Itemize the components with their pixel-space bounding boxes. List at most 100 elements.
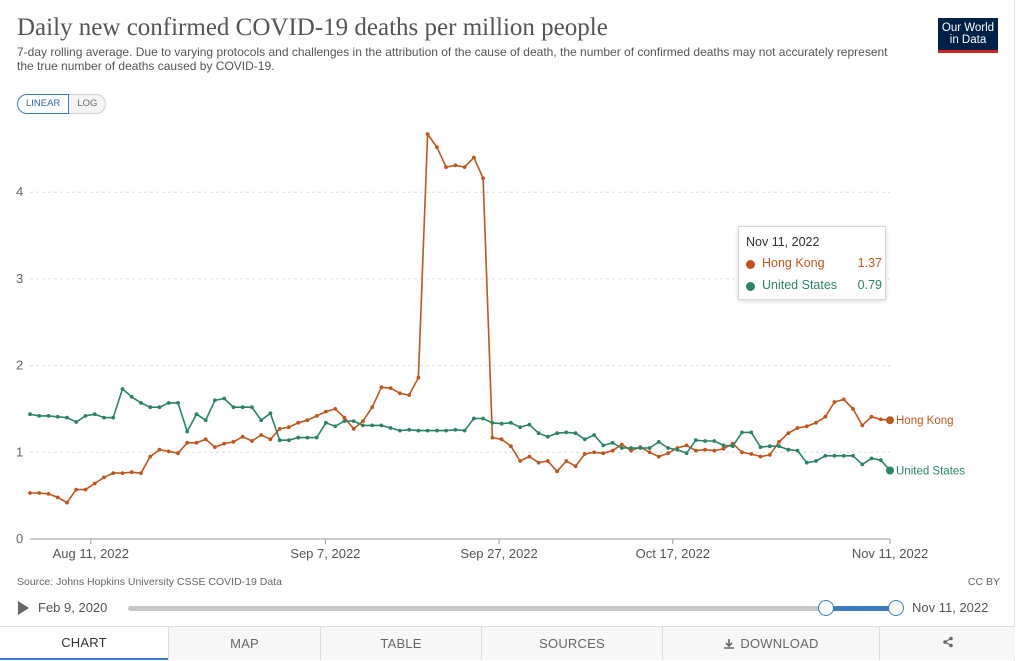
united-states-point bbox=[361, 423, 365, 428]
x-tick-label: Oct 17, 2022 bbox=[636, 546, 710, 561]
tab-table[interactable]: TABLE bbox=[320, 627, 481, 660]
united-states-point bbox=[638, 446, 643, 450]
united-states-point bbox=[499, 421, 504, 426]
united-states-point bbox=[823, 453, 828, 458]
timeline-end-handle[interactable] bbox=[888, 600, 904, 616]
united-states-point bbox=[55, 414, 60, 419]
united-states-point bbox=[564, 430, 569, 435]
hong-kong-point bbox=[878, 417, 883, 422]
play-icon[interactable] bbox=[18, 601, 29, 615]
united-states-end-label: United States bbox=[896, 466, 965, 478]
hong-kong-point bbox=[582, 452, 587, 456]
timeline: Feb 9, 2020 Nov 11, 2022 bbox=[0, 598, 1015, 620]
hong-kong-point bbox=[573, 464, 578, 469]
hong-kong-point bbox=[592, 450, 596, 455]
hong-kong-point bbox=[804, 424, 809, 429]
tab-chart[interactable]: CHART bbox=[0, 627, 168, 660]
log-scale-button[interactable]: LOG bbox=[69, 94, 107, 114]
hong-kong-point bbox=[176, 451, 180, 456]
united-states-point bbox=[203, 418, 208, 423]
hong-kong-point bbox=[379, 385, 384, 390]
united-states-point bbox=[675, 447, 680, 452]
united-states-point bbox=[416, 428, 421, 433]
united-states-point bbox=[481, 416, 485, 421]
hong-kong-point bbox=[869, 414, 874, 419]
hong-kong-point bbox=[222, 441, 227, 446]
hong-kong-point bbox=[314, 414, 319, 418]
hong-kong-point bbox=[398, 391, 402, 396]
united-states-point bbox=[277, 438, 282, 443]
hong-kong-point bbox=[518, 459, 522, 463]
hong-kong-point bbox=[666, 451, 670, 456]
united-states-point bbox=[240, 405, 245, 410]
united-states-point bbox=[65, 415, 69, 420]
tab-download[interactable]: DOWNLOAD bbox=[662, 627, 879, 660]
hong-kong-point bbox=[361, 419, 365, 423]
x-tick-label: Sep 27, 2022 bbox=[460, 546, 537, 561]
source-note[interactable]: Source: Johns Hopkins University CSSE CO… bbox=[17, 576, 282, 588]
united-states-point bbox=[647, 446, 652, 450]
united-states-point bbox=[721, 443, 726, 448]
united-states-point bbox=[148, 405, 153, 410]
hong-kong-point bbox=[37, 491, 42, 495]
united-states-point bbox=[102, 415, 106, 420]
scale-toggle: LINEAR LOG bbox=[17, 94, 107, 114]
hong-kong-point bbox=[425, 132, 430, 136]
linear-scale-button[interactable]: LINEAR bbox=[17, 94, 70, 114]
united-states-point bbox=[92, 412, 97, 417]
license-link[interactable]: CC BY bbox=[967, 576, 1000, 588]
tooltip-series-name: Hong Kong bbox=[762, 256, 825, 270]
united-states-point bbox=[740, 430, 744, 435]
united-states-point bbox=[777, 444, 781, 449]
hong-kong-line[interactable] bbox=[30, 131, 891, 504]
united-states-point bbox=[268, 411, 273, 416]
hong-kong-point bbox=[656, 454, 661, 459]
tooltip-series-value: 1.37 bbox=[857, 256, 882, 270]
hong-kong-point bbox=[287, 425, 291, 430]
united-states-point bbox=[333, 424, 338, 429]
hong-kong-point bbox=[860, 423, 865, 428]
hong-kong-point bbox=[407, 393, 411, 397]
united-states-point bbox=[398, 428, 402, 433]
hong-kong-point bbox=[555, 469, 559, 474]
timeline-track[interactable] bbox=[128, 606, 896, 611]
hong-kong-point bbox=[185, 440, 190, 445]
hong-kong-point bbox=[203, 437, 208, 442]
timeline-start-label: Feb 9, 2020 bbox=[38, 600, 108, 615]
line-chart[interactable]: 0 1 2 3 4 Aug 11, 2022 Sep 7, 2022 Sep 27, 2022… bbox=[0, 115, 1015, 570]
y-tick-label: 3 bbox=[16, 271, 23, 286]
owid-logo[interactable]: Our World in Data bbox=[938, 18, 998, 53]
united-states-point bbox=[370, 423, 375, 428]
hong-kong-point bbox=[499, 437, 504, 442]
tab-map[interactable]: MAP bbox=[168, 627, 320, 660]
hong-kong-point bbox=[240, 434, 245, 439]
united-states-point bbox=[795, 448, 800, 453]
hong-kong-point bbox=[814, 420, 818, 425]
united-states-point bbox=[490, 420, 495, 425]
hong-kong-point bbox=[92, 481, 97, 486]
hong-kong-point bbox=[564, 459, 569, 463]
tooltip-series-value: 0.79 bbox=[857, 278, 882, 292]
hong-kong-point bbox=[610, 448, 615, 453]
hong-kong-point bbox=[333, 407, 338, 411]
tab-share[interactable] bbox=[879, 627, 1015, 660]
hong-kong-point bbox=[629, 448, 633, 453]
hong-kong-point bbox=[388, 386, 393, 390]
hong-kong-point bbox=[712, 448, 717, 453]
united-states-point bbox=[250, 405, 254, 410]
logo-line-2: in Data bbox=[949, 34, 987, 46]
united-states-point bbox=[601, 443, 606, 448]
download-icon bbox=[723, 638, 735, 650]
united-states-point bbox=[749, 430, 754, 435]
united-states-point bbox=[222, 396, 227, 401]
timeline-start-handle[interactable] bbox=[818, 600, 834, 616]
hong-kong-point bbox=[777, 440, 781, 444]
united-states-point bbox=[231, 405, 236, 410]
united-states-line[interactable] bbox=[29, 387, 891, 472]
united-states-point bbox=[703, 439, 707, 443]
hong-kong-point bbox=[453, 163, 458, 168]
tab-sources[interactable]: SOURCES bbox=[481, 627, 662, 660]
hong-kong-point bbox=[545, 459, 550, 463]
y-tick-label: 0 bbox=[16, 531, 23, 546]
united-states-point bbox=[74, 420, 79, 424]
